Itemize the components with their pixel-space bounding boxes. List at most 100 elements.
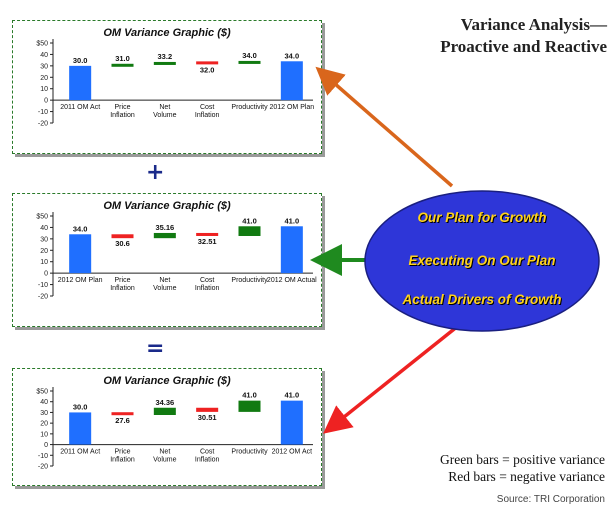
y-tick-label: 10: [40, 259, 48, 266]
data-label: 30.51: [198, 413, 217, 422]
category-label: Inflation: [195, 457, 220, 464]
category-label: Net: [159, 277, 170, 284]
category-label: Price: [115, 104, 131, 111]
bar-positive: [238, 400, 261, 412]
category-label: Inflation: [110, 112, 135, 119]
data-label: 33.2: [158, 52, 173, 61]
category-label: Inflation: [110, 285, 135, 292]
data-label: 34.36: [155, 398, 174, 407]
ellipse-line-plan: Our Plan for Growth: [417, 210, 547, 225]
bar-total: [280, 226, 303, 274]
y-tick-label: 40: [40, 225, 48, 232]
y-tick-label: 0: [44, 442, 48, 449]
y-tick-label: 40: [40, 52, 48, 59]
category-label: 2012 OM Plan: [58, 277, 103, 284]
category-label: Price: [115, 277, 131, 284]
data-label: 41.0: [285, 391, 300, 400]
bar-positive: [111, 63, 134, 67]
data-label: 27.6: [115, 416, 130, 425]
bar-total: [69, 412, 92, 445]
bar-negative: [111, 234, 134, 239]
bar-positive: [238, 226, 261, 236]
y-tick-label: -20: [38, 294, 48, 301]
ellipse-shape: [364, 190, 600, 332]
category-label: 2011 OM Act: [60, 449, 100, 456]
bar-total: [69, 65, 92, 101]
legend-red: Red bars = negative variance: [448, 469, 605, 484]
data-label: 31.0: [115, 54, 130, 63]
category-label: Net: [159, 449, 170, 456]
category-label: Productivity: [231, 277, 268, 284]
data-label: 32.51: [198, 237, 217, 246]
y-tick-label: 0: [44, 271, 48, 278]
bar-positive: [153, 407, 176, 415]
data-label: 30.6: [115, 239, 130, 248]
y-tick-label: 20: [40, 75, 48, 82]
y-tick-label: -10: [38, 109, 48, 116]
data-label: 41.0: [242, 216, 257, 225]
bar-total: [69, 234, 92, 274]
y-tick-label: 10: [40, 431, 48, 438]
bar-negative: [111, 412, 134, 416]
data-label: 41.0: [285, 216, 300, 225]
bar-negative: [196, 232, 219, 236]
equals-operator: =: [146, 336, 165, 361]
waterfall-chart-actual-2012: OM Variance Graphic ($) $50 40 30 20 10 0 -10 -2…: [36, 375, 313, 471]
bar-total: [280, 61, 303, 101]
arrow-to-plan-chart: [315, 66, 454, 188]
y-tick-label: $50: [36, 41, 48, 48]
bar-positive: [153, 232, 176, 239]
ellipse-line-execute: Executing On Our Plan: [408, 253, 556, 268]
page-title: Variance Analysis— Proactive and Reactiv…: [440, 15, 607, 56]
y-tick-label: -10: [38, 453, 48, 460]
bar-total: [280, 400, 303, 445]
y-tick-label: -20: [38, 121, 48, 128]
chart-title: OM Variance Graphic ($): [103, 375, 231, 387]
category-label: Inflation: [110, 457, 135, 464]
chart-panel-plan-2012: OM Variance Graphic ($) $50 40 30 20 10 0 -10 -2…: [12, 20, 322, 154]
y-tick-label: -10: [38, 282, 48, 289]
data-label: 35.16: [155, 223, 174, 232]
category-label: Price: [115, 449, 131, 456]
category-label: Volume: [153, 457, 176, 464]
category-label: Volume: [153, 285, 176, 292]
category-label: 2011 OM Act: [60, 104, 100, 111]
category-label: 2012 OM Actual: [267, 277, 317, 284]
y-tick-label: 40: [40, 399, 48, 406]
waterfall-chart-plan-2012: OM Variance Graphic ($) $50 40 30 20 10 0 -10 -2…: [36, 27, 314, 128]
y-tick-label: -20: [38, 464, 48, 471]
y-tick-label: 10: [40, 86, 48, 93]
category-label: Inflation: [195, 285, 220, 292]
category-label: 2012 OM Act: [272, 449, 313, 456]
category-label: Net: [159, 104, 170, 111]
data-label: 41.0: [242, 391, 257, 400]
data-label: 34.0: [242, 51, 257, 60]
plus-operator: +: [146, 160, 165, 185]
bar-positive: [153, 61, 176, 65]
data-label: 34.0: [285, 51, 300, 60]
y-tick-label: 0: [44, 98, 48, 105]
category-label: Cost: [200, 104, 214, 111]
data-label: 30.0: [73, 56, 88, 65]
y-tick-label: 20: [40, 248, 48, 255]
data-label: 34.0: [73, 224, 88, 233]
y-tick-label: 30: [40, 410, 48, 417]
y-tick-label: 20: [40, 421, 48, 428]
y-tick-label: 30: [40, 63, 48, 70]
waterfall-chart-actual-vs-plan: OM Variance Graphic ($) $50 40 30 20 10 0 -10 -2…: [36, 200, 317, 301]
source-note: Source: TRI Corporation: [496, 494, 605, 505]
y-tick-label: 30: [40, 236, 48, 243]
category-label: Inflation: [195, 112, 220, 119]
bar-negative: [196, 61, 219, 65]
category-label: Productivity: [231, 449, 268, 456]
data-label: 32.0: [200, 65, 215, 74]
category-label: Volume: [153, 112, 176, 119]
bar-positive: [238, 60, 261, 64]
category-label: Productivity: [231, 104, 268, 111]
category-label: Cost: [200, 449, 214, 456]
y-tick-label: $50: [36, 214, 48, 221]
bar-negative: [196, 407, 219, 412]
y-tick-label: $50: [36, 389, 48, 396]
chart-panel-actual-vs-plan: OM Variance Graphic ($) $50 40 30 20 10 0 -10 -2…: [12, 193, 322, 327]
